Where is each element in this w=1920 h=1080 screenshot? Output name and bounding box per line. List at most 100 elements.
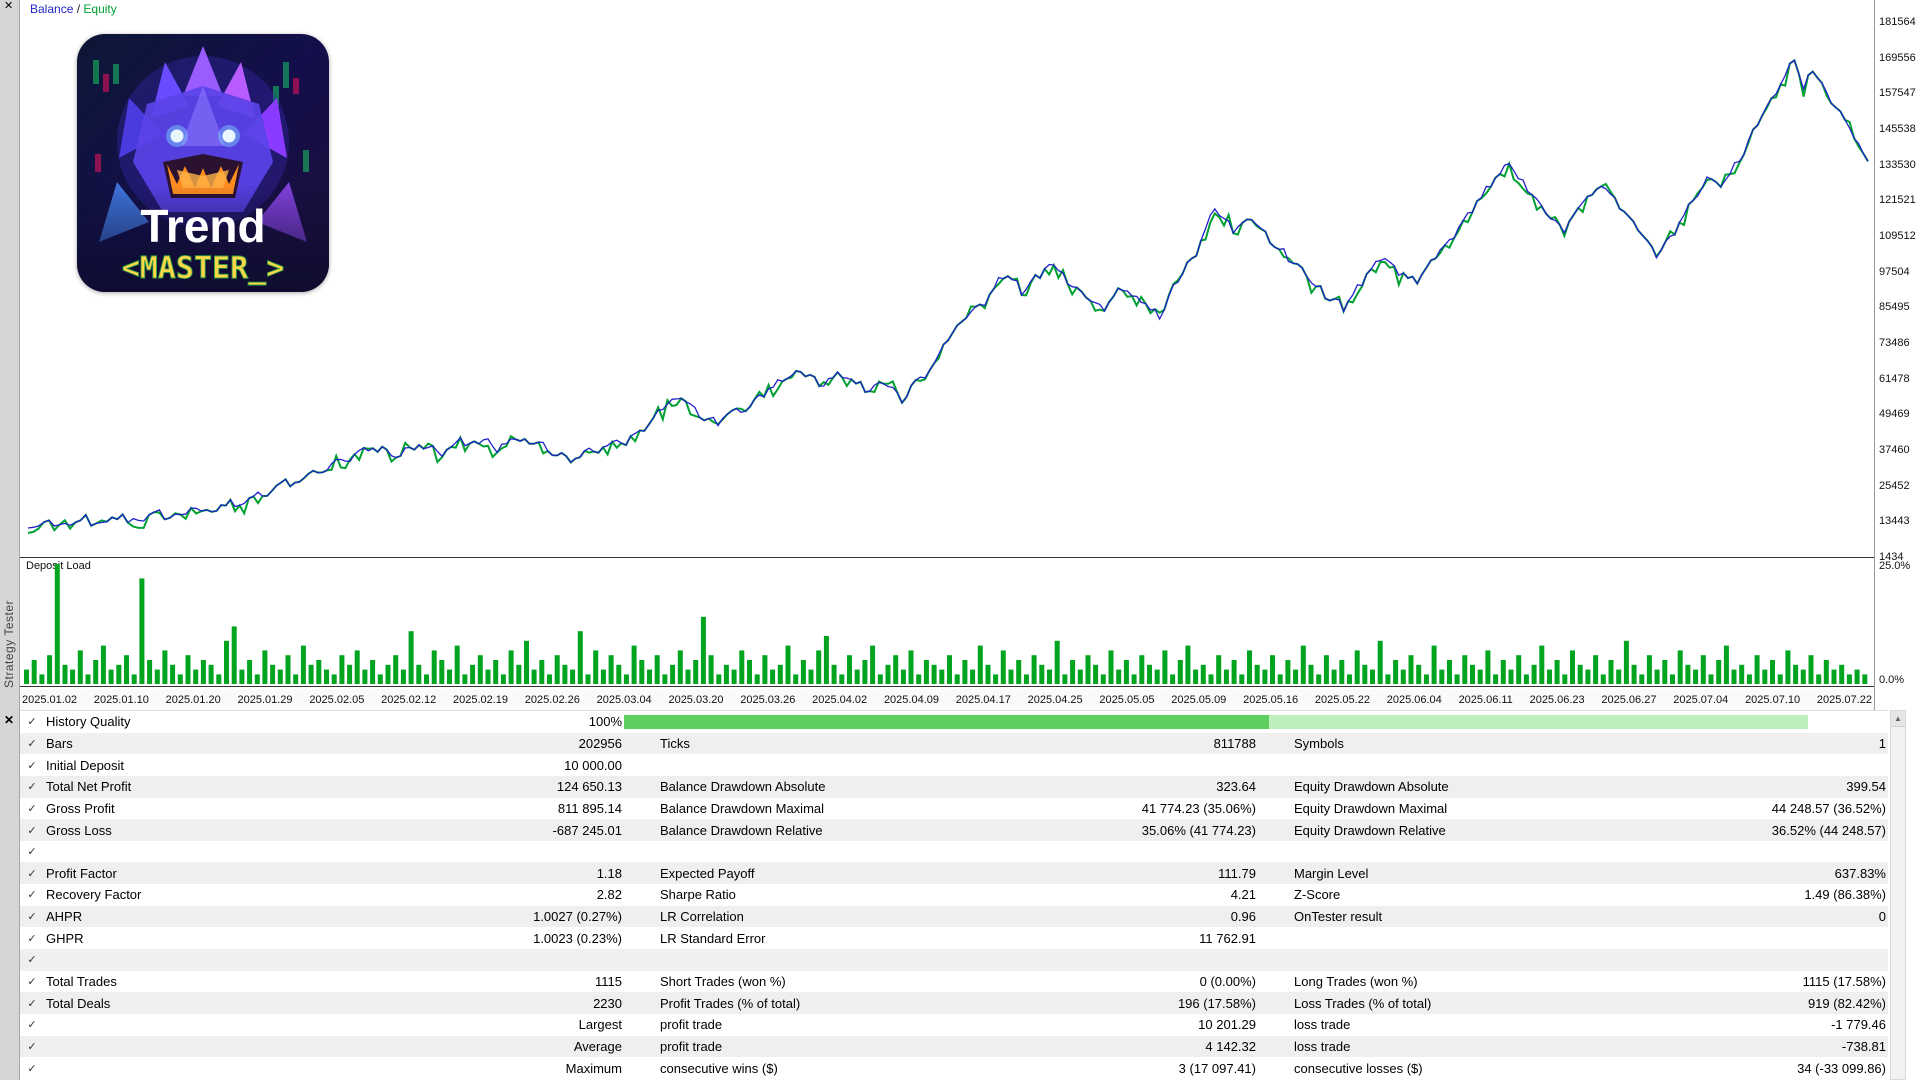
table-row[interactable]: ✓ Recovery Factor 2.82 Sharpe Ratio 4.21 Z-Sc… (20, 884, 1888, 906)
deposit-load-bar (939, 669, 945, 684)
deposit-load-bar (216, 674, 222, 684)
metric-label: Gross Loss (46, 822, 112, 838)
deposit-load-bar (177, 674, 183, 684)
table-row[interactable]: ✓ History Quality 100% (20, 711, 1888, 733)
metric-value: 1.18 (596, 865, 622, 881)
row-check-icon: ✓ (27, 954, 37, 967)
table-row[interactable]: ✓ Bars 202956 Ticks 811788 Symbols 1 (20, 732, 1888, 755)
y-axis-tick: 145538 (1879, 123, 1916, 135)
deposit-load-bar (416, 664, 422, 684)
logo-title: Trend (140, 200, 265, 252)
metric-label: Equity Drawdown Relative (1294, 822, 1446, 838)
deposit-load-bar (1339, 660, 1345, 684)
x-axis-tick: 2025.02.12 (381, 693, 437, 706)
deposit-load-bar (677, 650, 683, 684)
table-row[interactable]: ✓ Maximum consecutive wins ($) 3 (17 097.41… (20, 1057, 1888, 1079)
row-check-icon: ✓ (27, 867, 37, 880)
metric-label: profit trade (660, 1038, 723, 1054)
table-row[interactable]: ✓ (20, 949, 1888, 971)
metric-value: 811788 (1213, 735, 1256, 751)
deposit-load-bar (616, 664, 622, 684)
table-row[interactable]: ✓ Gross Loss -687 245.01 Balance Drawdown R… (20, 819, 1888, 841)
deposit-load-bar (1654, 669, 1660, 684)
deposit-load-bar (1393, 660, 1399, 684)
deposit-load-bar (993, 674, 999, 684)
table-row[interactable]: ✓ Total Deals 2230 Profit Trades (% of tota… (20, 992, 1888, 1014)
balance-equity-chart[interactable] (20, 0, 1874, 557)
deposit-load-bar (885, 664, 891, 684)
deposit-load-bar (1762, 669, 1768, 684)
deposit-load-bar (1247, 650, 1252, 684)
ea-logo: Trend <MASTER_> (77, 34, 329, 292)
x-axis-tick: 2025.02.19 (452, 693, 509, 706)
deposit-load-bar (1316, 674, 1322, 684)
deposit-load-bar (1016, 660, 1022, 684)
deposit-load-bar (470, 664, 476, 684)
background-candles-decor (93, 60, 309, 172)
x-axis-tick: 2025.03.20 (668, 693, 724, 706)
deposit-load-bar (593, 650, 599, 684)
deposit-load-bar (131, 674, 137, 684)
deposit-load-bar (31, 660, 37, 684)
deposit-load-bar (716, 674, 722, 684)
table-row[interactable]: ✓ Total Net Profit 124 650.13 Balance Drawd… (20, 775, 1888, 798)
deposit-load-bar (100, 645, 106, 684)
deposit-load-bar (877, 674, 883, 684)
table-row[interactable]: ✓ Largest profit trade 10 201.29 loss trade -… (20, 1013, 1888, 1036)
legend-equity-label: Equity (83, 2, 117, 16)
strategy-tester-tab[interactable]: Strategy Tester (2, 600, 16, 688)
deposit-load-bar (531, 669, 537, 684)
deposit-load-bar (623, 674, 629, 684)
deposit-load-bar (393, 655, 399, 684)
deposit-load-bar (208, 664, 214, 684)
scroll-up-button[interactable]: ▲ (1891, 711, 1905, 727)
metric-label: Profit Factor (46, 865, 117, 881)
table-scrollbar[interactable]: ▲ (1890, 710, 1906, 1080)
x-axis-tick: 2025.01.20 (165, 693, 221, 706)
table-row[interactable]: ✓ Average profit trade 4 142.32 loss trade -7… (20, 1035, 1888, 1058)
deposit-load-bar (962, 660, 968, 684)
deposit-load-bar (162, 650, 168, 684)
table-row[interactable]: ✓ (20, 840, 1888, 863)
report-close-icon[interactable]: ✕ (4, 713, 15, 727)
y-axis-tick: 157547 (1879, 87, 1916, 100)
deposit-load-bar (508, 650, 514, 684)
deposit-load-bar (139, 578, 145, 684)
metric-value: 41 774.23 (35.06%) (1141, 800, 1256, 816)
table-row[interactable]: ✓ Total Trades 1115 Short Trades (won %) 0 (… (20, 970, 1888, 993)
table-row[interactable]: ✓ Profit Factor 1.18 Expected Payoff 111.79 M… (20, 862, 1888, 885)
y-axis: 25.0% 0.0% 181564 169556 157547 145538 13353… (1874, 0, 1920, 712)
deposit-load-bar (762, 655, 768, 684)
metric-value: 10 000.00 (564, 757, 622, 773)
metric-value: 399.54 (1846, 779, 1886, 795)
backtest-results-table: ✓ History Quality 100% ✓ Bars 202956 Ticks 8117… (20, 710, 1888, 1079)
deposit-load-bar (1031, 655, 1037, 684)
metric-label: Profit Trades (% of total) (660, 995, 801, 1011)
metric-label: GHPR (46, 930, 84, 946)
table-row[interactable]: ✓ AHPR 1.0027 (0.27%) LR Correlation 0.96 OnT… (20, 905, 1888, 928)
metric-value: 2230 (593, 995, 622, 1011)
deposit-load-bar (1623, 640, 1629, 684)
metric-value: -1 779.46 (1831, 1017, 1886, 1033)
row-check-icon: ✓ (27, 889, 37, 902)
table-row[interactable]: ✓ GHPR 1.0023 (0.23%) LR Standard Error 11 7… (20, 927, 1888, 950)
deposit-load-bar (639, 660, 645, 684)
deposit-load-bar (339, 655, 345, 684)
deposit-load-bar (1416, 664, 1422, 684)
deposit-load-bar (808, 669, 814, 684)
deposit-load-bar (654, 655, 660, 684)
deposit-load-bar (377, 674, 383, 684)
x-axis-tick: 2025.02.26 (524, 693, 580, 706)
deposit-load-bar (1408, 655, 1414, 684)
chart-close-icon[interactable]: ✕ (4, 0, 14, 12)
table-row[interactable]: ✓ Gross Profit 811 895.14 Balance Drawdown … (20, 797, 1888, 820)
deposit-load-bar (493, 660, 499, 684)
deposit-load-bar (770, 669, 776, 684)
y-axis-tick: 169556 (1879, 51, 1916, 64)
deposit-load-bar (224, 640, 229, 684)
table-row[interactable]: ✓ Initial Deposit 10 000.00 (20, 754, 1888, 776)
deposit-load-bar (200, 660, 206, 684)
deposit-load-bar (524, 640, 529, 684)
x-axis-tick: 2025.04.09 (883, 693, 939, 706)
metric-value: 323.64 (1216, 779, 1256, 795)
